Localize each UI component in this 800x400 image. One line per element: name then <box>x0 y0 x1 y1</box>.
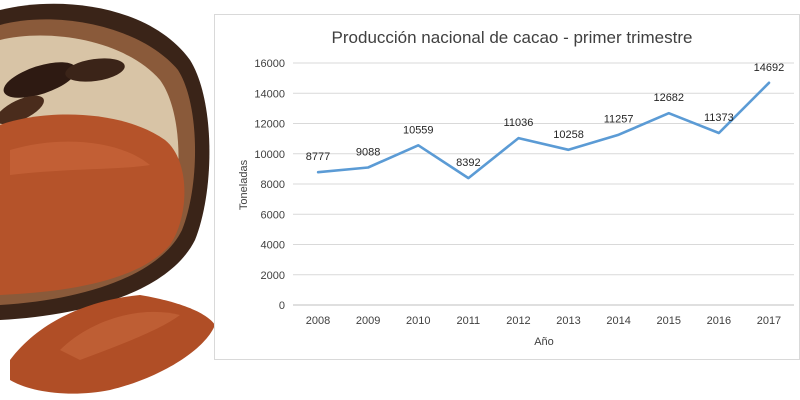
cacao-seed <box>0 95 44 125</box>
data-label: 12682 <box>653 92 684 104</box>
data-label: 8392 <box>456 157 480 169</box>
cacao-pod-photo <box>0 3 215 394</box>
data-label: 10258 <box>553 129 584 141</box>
x-tick-label: 2010 <box>406 315 430 327</box>
x-tick-label: 2011 <box>457 315 481 327</box>
cacao-seed <box>3 62 77 98</box>
y-tick-label: 10000 <box>254 149 285 161</box>
data-label: 9088 <box>356 147 380 159</box>
data-labels: 8777 9088 10559 8392 11036 10258 11257 12682 113… <box>306 62 784 169</box>
cacao-seed <box>65 58 125 82</box>
y-tick-label: 12000 <box>254 119 285 131</box>
x-axis-ticks: 2008 2009 2010 2011 2012 2013 2014 2015 2016 2017 <box>306 315 781 327</box>
x-tick-label: 2017 <box>757 315 781 327</box>
y-axis-title: Toneladas <box>238 159 250 210</box>
data-label: 10559 <box>403 124 434 136</box>
y-axis-ticks: 0 2000 4000 6000 8000 10000 12000 14000 16000 <box>254 58 285 312</box>
x-tick-label: 2008 <box>306 315 330 327</box>
x-tick-label: 2016 <box>707 315 731 327</box>
cocoa-powder-loose-highlight <box>60 311 180 360</box>
data-label: 14692 <box>754 62 785 74</box>
chart-title: Producción nacional de cacao - primer tr… <box>332 28 693 47</box>
cocoa-powder-highlight <box>10 141 150 175</box>
y-tick-label: 8000 <box>261 179 285 191</box>
gridlines <box>293 62 794 306</box>
y-tick-label: 16000 <box>254 58 285 70</box>
y-tick-label: 14000 <box>254 88 285 100</box>
x-tick-label: 2012 <box>506 315 530 327</box>
y-tick-label: 0 <box>279 300 285 312</box>
x-tick-label: 2014 <box>606 315 630 327</box>
x-axis-title: Año <box>534 336 554 348</box>
data-label: 8777 <box>306 151 330 163</box>
x-tick-label: 2013 <box>556 315 580 327</box>
y-tick-label: 2000 <box>261 270 285 282</box>
x-tick-label: 2015 <box>657 315 681 327</box>
y-tick-label: 6000 <box>261 209 285 221</box>
y-tick-label: 4000 <box>261 240 285 252</box>
data-label: 11036 <box>504 117 534 129</box>
chart-panel <box>214 14 800 360</box>
series-line <box>316 81 771 180</box>
data-label: 11257 <box>604 114 634 126</box>
data-label: 11373 <box>704 112 734 124</box>
x-tick-label: 2009 <box>356 315 380 327</box>
